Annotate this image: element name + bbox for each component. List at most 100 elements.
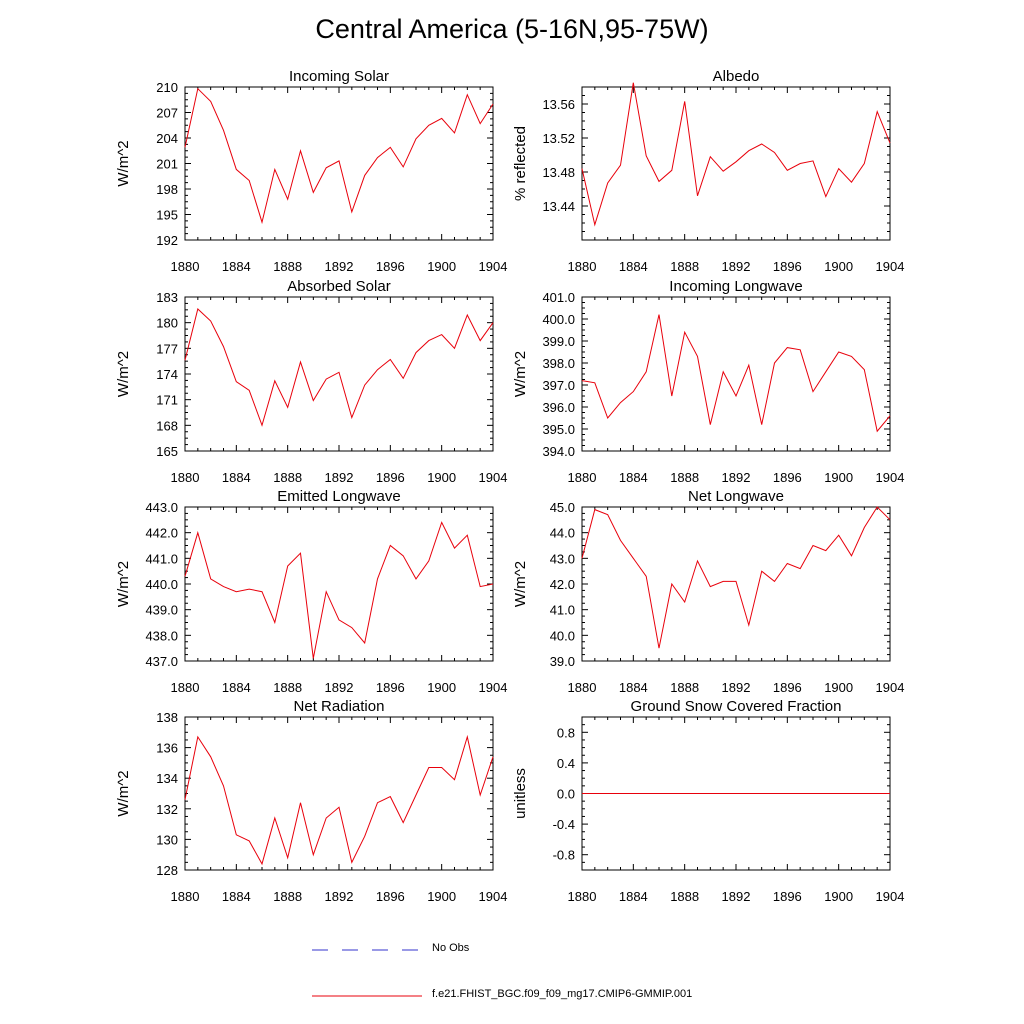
y-tick-label: 398.0 xyxy=(542,356,575,371)
plot-frame xyxy=(184,716,494,871)
x-tick-label: 1892 xyxy=(722,889,751,904)
y-tick-label: 439.0 xyxy=(145,603,178,618)
x-tick-label: 1900 xyxy=(824,680,853,695)
x-tick-label: 1880 xyxy=(171,470,200,485)
panel-title: Absorbed Solar xyxy=(287,278,390,295)
y-tick-label: 165 xyxy=(156,444,178,459)
panel-title: Incoming Longwave xyxy=(669,278,802,295)
y-tick-label: 438.0 xyxy=(145,628,178,643)
y-tick-label: 130 xyxy=(156,832,178,847)
y-tick-label: 441.0 xyxy=(145,551,178,566)
y-tick-label: 195 xyxy=(156,208,178,223)
y-axis-label: % reflected xyxy=(512,126,529,201)
x-tick-label: 1900 xyxy=(824,470,853,485)
panel-8: Ground Snow Covered Fraction unitless 1880… xyxy=(512,698,904,904)
x-tick-label: 1900 xyxy=(824,259,853,274)
x-tick-label: 1896 xyxy=(376,680,405,695)
x-tick-label: 1904 xyxy=(479,889,508,904)
panel-5: Emitted Longwave W/m^2 1880 1884 1888 1892 189… xyxy=(115,488,507,695)
x-tick-label: 1900 xyxy=(427,470,456,485)
y-tick-label: 42.0 xyxy=(550,577,575,592)
x-tick-label: 1896 xyxy=(773,889,802,904)
x-tick-label: 1900 xyxy=(427,259,456,274)
panel-title: Ground Snow Covered Fraction xyxy=(631,698,842,715)
x-tick-label: 1880 xyxy=(171,680,200,695)
x-tick-label: 1896 xyxy=(376,889,405,904)
y-tick-label: 401.0 xyxy=(542,290,575,305)
plot-frame xyxy=(184,86,494,241)
legend-label-model: f.e21.FHIST_BGC.f09_f09_mg17.CMIP6-GMMIP… xyxy=(432,988,693,1000)
y-tick-label: -0.4 xyxy=(553,817,575,832)
y-axis-label: W/m^2 xyxy=(115,770,132,816)
y-tick-label: 399.0 xyxy=(542,334,575,349)
panel-7: Net Radiation W/m^2 1880 1884 1888 1892 1896 19… xyxy=(115,698,507,904)
y-tick-label: 138 xyxy=(156,710,178,725)
y-tick-label: 45.0 xyxy=(550,500,575,515)
y-tick-label: 13.44 xyxy=(542,199,575,214)
x-tick-label: 1880 xyxy=(568,259,597,274)
y-tick-label: 183 xyxy=(156,290,178,305)
x-tick-label: 1884 xyxy=(619,259,648,274)
y-tick-label: 394.0 xyxy=(542,444,575,459)
x-tick-label: 1888 xyxy=(273,259,302,274)
panel-title: Net Longwave xyxy=(688,488,784,505)
x-tick-label: 1904 xyxy=(876,259,905,274)
series-line xyxy=(184,521,494,659)
panel-title: Emitted Longwave xyxy=(277,488,400,505)
y-tick-label: 40.0 xyxy=(550,628,575,643)
y-tick-label: 198 xyxy=(156,182,178,197)
y-tick-label: 180 xyxy=(156,316,178,331)
y-tick-label: 171 xyxy=(156,393,178,408)
x-tick-label: 1888 xyxy=(670,680,699,695)
x-tick-label: 1892 xyxy=(325,680,354,695)
y-tick-label: 44.0 xyxy=(550,526,575,541)
legend-label-obs: No Obs xyxy=(432,942,470,954)
y-tick-label: 437.0 xyxy=(145,654,178,669)
y-tick-label: 397.0 xyxy=(542,378,575,393)
x-tick-label: 1904 xyxy=(479,680,508,695)
y-tick-label: 13.52 xyxy=(542,131,575,146)
y-axis-label: W/m^2 xyxy=(115,351,132,397)
y-tick-label: 0.4 xyxy=(557,756,575,771)
series-line xyxy=(184,87,494,225)
series-line xyxy=(184,734,494,866)
panel-title: Net Radiation xyxy=(294,698,385,715)
x-tick-label: 1888 xyxy=(273,889,302,904)
x-tick-label: 1900 xyxy=(427,680,456,695)
y-tick-label: 174 xyxy=(156,367,178,382)
panel-title: Incoming Solar xyxy=(289,68,389,85)
y-tick-label: 41.0 xyxy=(550,603,575,618)
y-axis-label: W/m^2 xyxy=(512,561,529,607)
y-tick-label: 43.0 xyxy=(550,551,575,566)
panel-3: Absorbed Solar W/m^2 1880 1884 1888 1892 1896 1… xyxy=(115,278,507,485)
series-line xyxy=(184,308,494,427)
x-tick-label: 1896 xyxy=(773,259,802,274)
x-tick-label: 1884 xyxy=(222,889,251,904)
x-tick-label: 1904 xyxy=(876,680,905,695)
y-tick-label: -0.8 xyxy=(553,848,575,863)
series-line xyxy=(581,82,891,227)
panel-4: Incoming Longwave W/m^2 1880 1884 1888 1892 18… xyxy=(512,278,904,485)
y-tick-label: 134 xyxy=(156,771,178,786)
y-tick-label: 400.0 xyxy=(542,312,575,327)
x-tick-label: 1888 xyxy=(670,259,699,274)
y-tick-label: 207 xyxy=(156,106,178,121)
y-tick-label: 192 xyxy=(156,233,178,248)
x-tick-label: 1884 xyxy=(222,470,251,485)
y-tick-label: 132 xyxy=(156,802,178,817)
x-tick-label: 1896 xyxy=(773,680,802,695)
y-tick-label: 440.0 xyxy=(145,577,178,592)
panel-title: Albedo xyxy=(713,68,760,85)
series-line xyxy=(581,506,891,649)
x-tick-label: 1888 xyxy=(670,889,699,904)
x-tick-label: 1896 xyxy=(773,470,802,485)
plot-frame xyxy=(184,506,494,662)
x-tick-label: 1892 xyxy=(325,889,354,904)
x-tick-label: 1880 xyxy=(568,889,597,904)
x-tick-label: 1904 xyxy=(479,259,508,274)
x-tick-label: 1880 xyxy=(568,680,597,695)
y-axis-label: W/m^2 xyxy=(512,351,529,397)
y-axis-label: W/m^2 xyxy=(115,140,132,186)
x-tick-label: 1884 xyxy=(222,680,251,695)
